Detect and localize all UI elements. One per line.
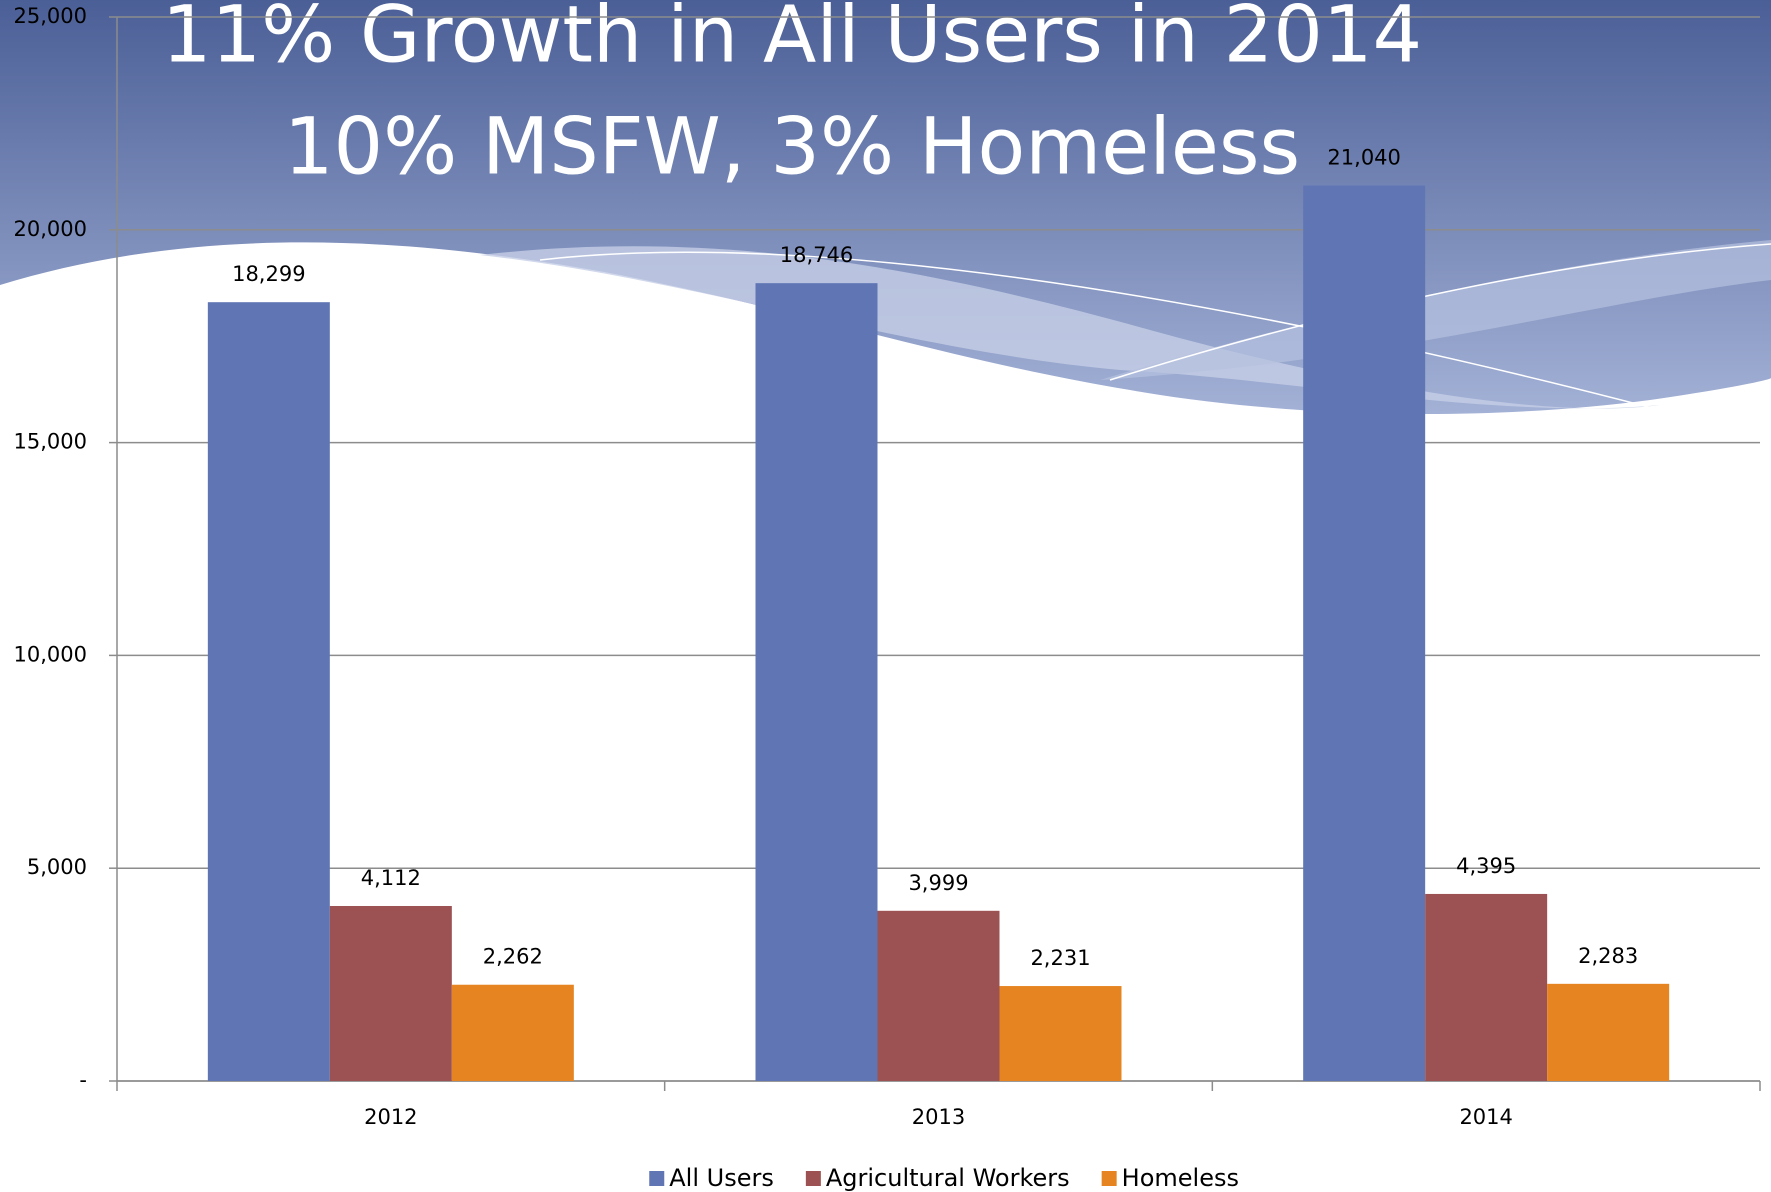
y-tick-label: 5,000 (27, 855, 87, 879)
data-label: 18,746 (780, 243, 853, 267)
x-tick-label: 2013 (912, 1105, 965, 1129)
bar (1000, 986, 1122, 1081)
data-label: 3,999 (908, 871, 968, 895)
legend-label: All Users (669, 1164, 774, 1192)
bar (330, 906, 452, 1081)
legend-label: Homeless (1122, 1164, 1239, 1192)
bar (208, 302, 330, 1081)
data-label: 21,040 (1327, 146, 1400, 170)
legend-marker (1102, 1171, 1117, 1186)
data-label: 18,299 (232, 262, 305, 286)
x-tick-label: 2012 (364, 1105, 417, 1129)
legend-label: Agricultural Workers (826, 1164, 1070, 1192)
chart-title: 11% Growth in All Users in 2014 (162, 0, 1422, 80)
data-label: 4,112 (361, 866, 421, 890)
legend-marker (649, 1171, 664, 1186)
bar (756, 283, 878, 1081)
data-label: 4,395 (1456, 854, 1516, 878)
bar (452, 985, 574, 1081)
data-label: 2,262 (483, 945, 543, 969)
y-tick-label: 15,000 (14, 430, 87, 454)
bar (878, 911, 1000, 1081)
chart-title: 10% MSFW, 3% Homeless (284, 102, 1300, 192)
bar (1547, 984, 1669, 1081)
y-tick-label: 10,000 (14, 642, 87, 666)
y-tick-label: 20,000 (14, 217, 87, 241)
x-tick-label: 2014 (1459, 1105, 1512, 1129)
y-tick-label: - (79, 1068, 87, 1092)
bar (1303, 186, 1425, 1081)
y-tick-label: 25,000 (14, 4, 87, 28)
data-label: 2,283 (1578, 944, 1638, 968)
data-label: 2,231 (1030, 946, 1090, 970)
legend-marker (806, 1171, 821, 1186)
chart: 11% Growth in All Users in 2014 10% MSFW… (0, 0, 1771, 1192)
bar (1425, 894, 1547, 1081)
